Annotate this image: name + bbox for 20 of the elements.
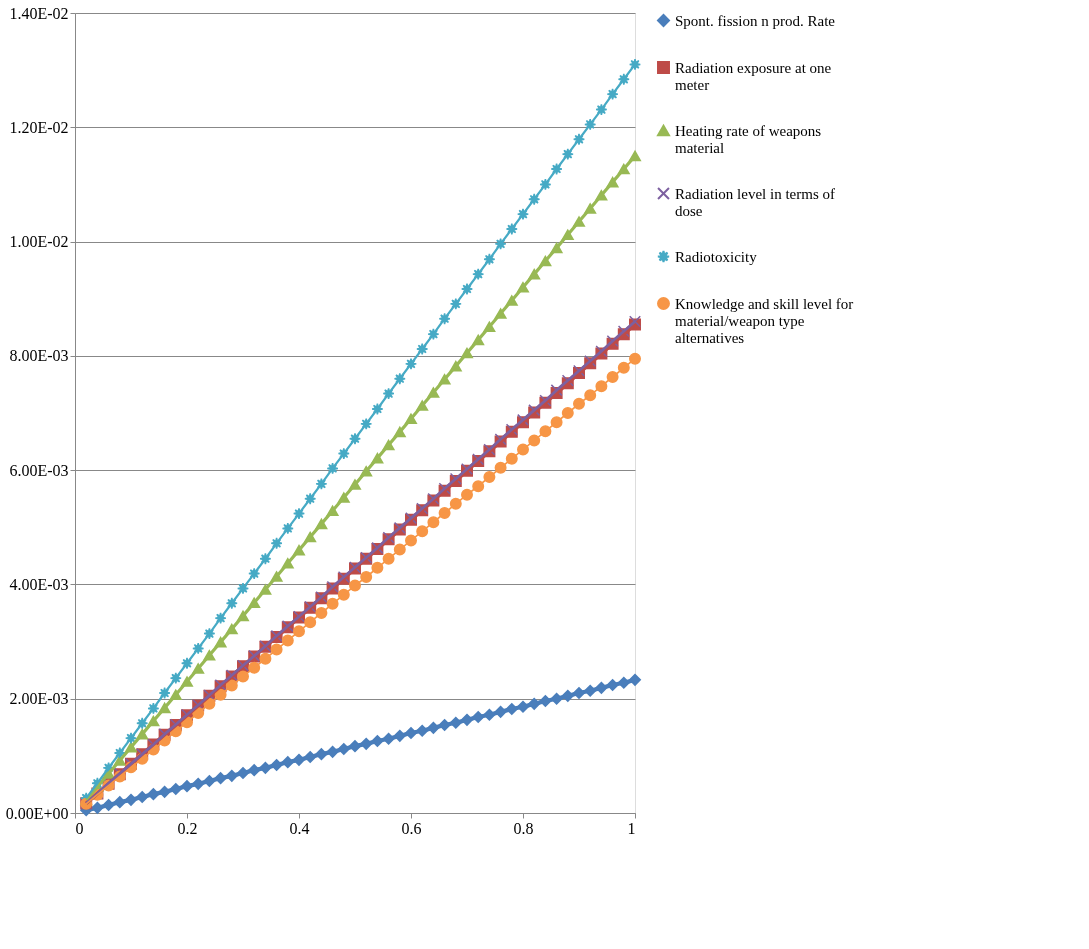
legend-label: Knowledge and skill level for material/weapon type alternatives [675,295,854,346]
y-tick-label: 1.40E-02 [9,4,69,22]
legend-label: Radiation exposure at one meter [675,59,832,93]
legend-label: Spont. fission n prod. Rate [675,12,836,29]
x-tick-label: 0.4 [289,819,310,837]
y-tick-label: 2.00E-03 [9,690,69,708]
y-tick-label: 6.00E-03 [9,461,69,479]
y-tick-label: 8.00E-03 [9,347,69,365]
legend-label: Heating rate of weapons material [675,122,822,156]
y-tick-label: 0.00E+00 [5,804,69,822]
x-tick-label: 0.8 [513,819,534,837]
y-tick-label: 1.20E-02 [9,118,69,136]
x-tick-label: 0 [75,819,84,837]
legend-label: Radiation level in terms of dose [675,185,835,219]
x-tick-label: 0.6 [401,819,422,837]
legend-label: Radiotoxicity [675,248,758,265]
y-tick-label: 1.00E-02 [9,233,69,251]
x-tick-label: 0.2 [177,819,198,837]
y-tick-label: 4.00E-03 [9,575,69,593]
x-tick-label: 1 [627,819,636,837]
